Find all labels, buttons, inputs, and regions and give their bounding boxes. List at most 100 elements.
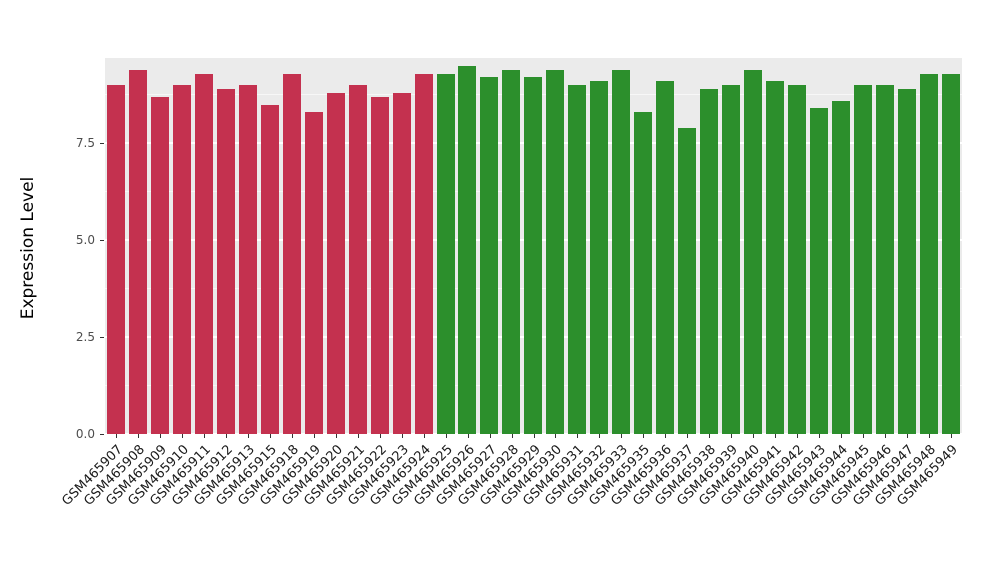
bar-GSM465922 <box>370 96 389 434</box>
bar-slot <box>874 58 896 434</box>
x-tick-mark <box>951 434 952 438</box>
bar-slot <box>742 58 764 434</box>
x-tick-mark <box>687 434 689 438</box>
bar-GSM465919 <box>304 112 323 434</box>
bar-GSM465939 <box>722 85 741 434</box>
x-tick-mark <box>467 434 469 438</box>
y-tick-label: 2.5 <box>75 330 95 345</box>
x-tick-mark <box>863 434 865 438</box>
x-tick-mark <box>621 434 623 438</box>
x-tick-mark <box>577 434 579 438</box>
x-tick-mark <box>313 434 315 438</box>
bar-slot <box>500 58 522 434</box>
bar-GSM465940 <box>744 69 763 434</box>
bar-GSM465946 <box>875 85 894 434</box>
bar-slot <box>281 58 303 434</box>
bar-slot <box>457 58 479 434</box>
bar-slot <box>237 58 259 434</box>
bar-GSM465938 <box>700 89 719 434</box>
bar-GSM465930 <box>546 69 565 434</box>
bar-slot <box>764 58 786 434</box>
bar-GSM465936 <box>656 81 675 434</box>
bar-GSM465944 <box>831 100 850 434</box>
x-tick-mark <box>885 434 887 438</box>
bar-GSM465909 <box>150 96 169 434</box>
bar-GSM465932 <box>590 81 609 434</box>
bar-slot <box>149 58 171 434</box>
y-tick-mark <box>100 336 104 338</box>
bar-GSM465945 <box>853 85 872 434</box>
x-tick-mark <box>599 434 601 438</box>
bar-GSM465929 <box>524 77 543 434</box>
bar-GSM465923 <box>392 92 411 434</box>
bar-GSM465931 <box>568 85 587 434</box>
bar-slot <box>435 58 457 434</box>
bars-layer <box>105 58 962 434</box>
bar-slot <box>347 58 369 434</box>
bar-GSM465948 <box>919 73 938 434</box>
bar-slot <box>127 58 149 434</box>
bar-GSM465920 <box>326 92 345 434</box>
x-tick-mark <box>753 434 755 438</box>
x-tick-mark <box>929 434 931 438</box>
bar-slot <box>522 58 544 434</box>
x-tick-mark <box>775 434 777 438</box>
bar-slot <box>632 58 654 434</box>
x-tick-mark <box>841 434 843 438</box>
x-tick-mark <box>379 434 381 438</box>
y-tick-label: 0.0 <box>75 427 95 441</box>
x-tick-mark <box>797 434 799 438</box>
x-tick-mark <box>203 434 205 438</box>
y-tick-mark <box>100 239 104 241</box>
bar-slot <box>654 58 676 434</box>
bar-GSM465935 <box>634 112 653 434</box>
bar-GSM465918 <box>282 73 301 434</box>
bar-GSM465910 <box>172 85 191 434</box>
bar-slot <box>676 58 698 434</box>
x-tick-mark <box>335 434 337 438</box>
bar-GSM465926 <box>458 65 477 434</box>
x-tick-mark <box>511 434 513 438</box>
bar-GSM465924 <box>414 73 433 434</box>
x-tick-mark <box>731 434 733 438</box>
bar-slot <box>786 58 808 434</box>
bar-slot <box>478 58 500 434</box>
bar-GSM465933 <box>612 69 631 434</box>
x-tick-mark <box>555 434 557 438</box>
bar-GSM465921 <box>348 85 367 434</box>
x-tick-mark <box>247 434 249 438</box>
x-tick-mark <box>533 434 535 438</box>
x-tick-mark <box>907 434 909 438</box>
y-axis-title: Expression Level <box>18 176 38 320</box>
bar-slot <box>852 58 874 434</box>
bar-GSM465949 <box>941 73 960 434</box>
x-tick-mark <box>643 434 645 438</box>
bar-GSM465915 <box>260 104 279 434</box>
bar-slot <box>698 58 720 434</box>
bar-slot <box>391 58 413 434</box>
x-tick-mark <box>269 434 271 438</box>
bar-GSM465913 <box>238 85 257 434</box>
x-tick-mark <box>445 434 447 438</box>
bar-GSM465937 <box>678 127 697 434</box>
bar-GSM465908 <box>128 69 147 434</box>
y-tick-mark <box>100 142 104 144</box>
bar-GSM465927 <box>480 77 499 434</box>
bar-GSM465925 <box>436 73 455 434</box>
x-tick-mark <box>225 434 227 438</box>
x-tick-mark <box>819 434 821 438</box>
bar-slot <box>720 58 742 434</box>
x-tick-mark <box>181 434 183 438</box>
bar-slot <box>566 58 588 434</box>
y-tick-label: 5.0 <box>75 233 95 248</box>
bar-slot <box>193 58 215 434</box>
bar-slot <box>171 58 193 434</box>
bar-GSM465942 <box>788 85 807 434</box>
bar-slot <box>896 58 918 434</box>
x-tick-mark <box>709 434 711 438</box>
bar-GSM465941 <box>766 81 785 434</box>
bar-GSM465912 <box>216 89 235 434</box>
bar-slot <box>610 58 632 434</box>
bar-slot <box>808 58 830 434</box>
